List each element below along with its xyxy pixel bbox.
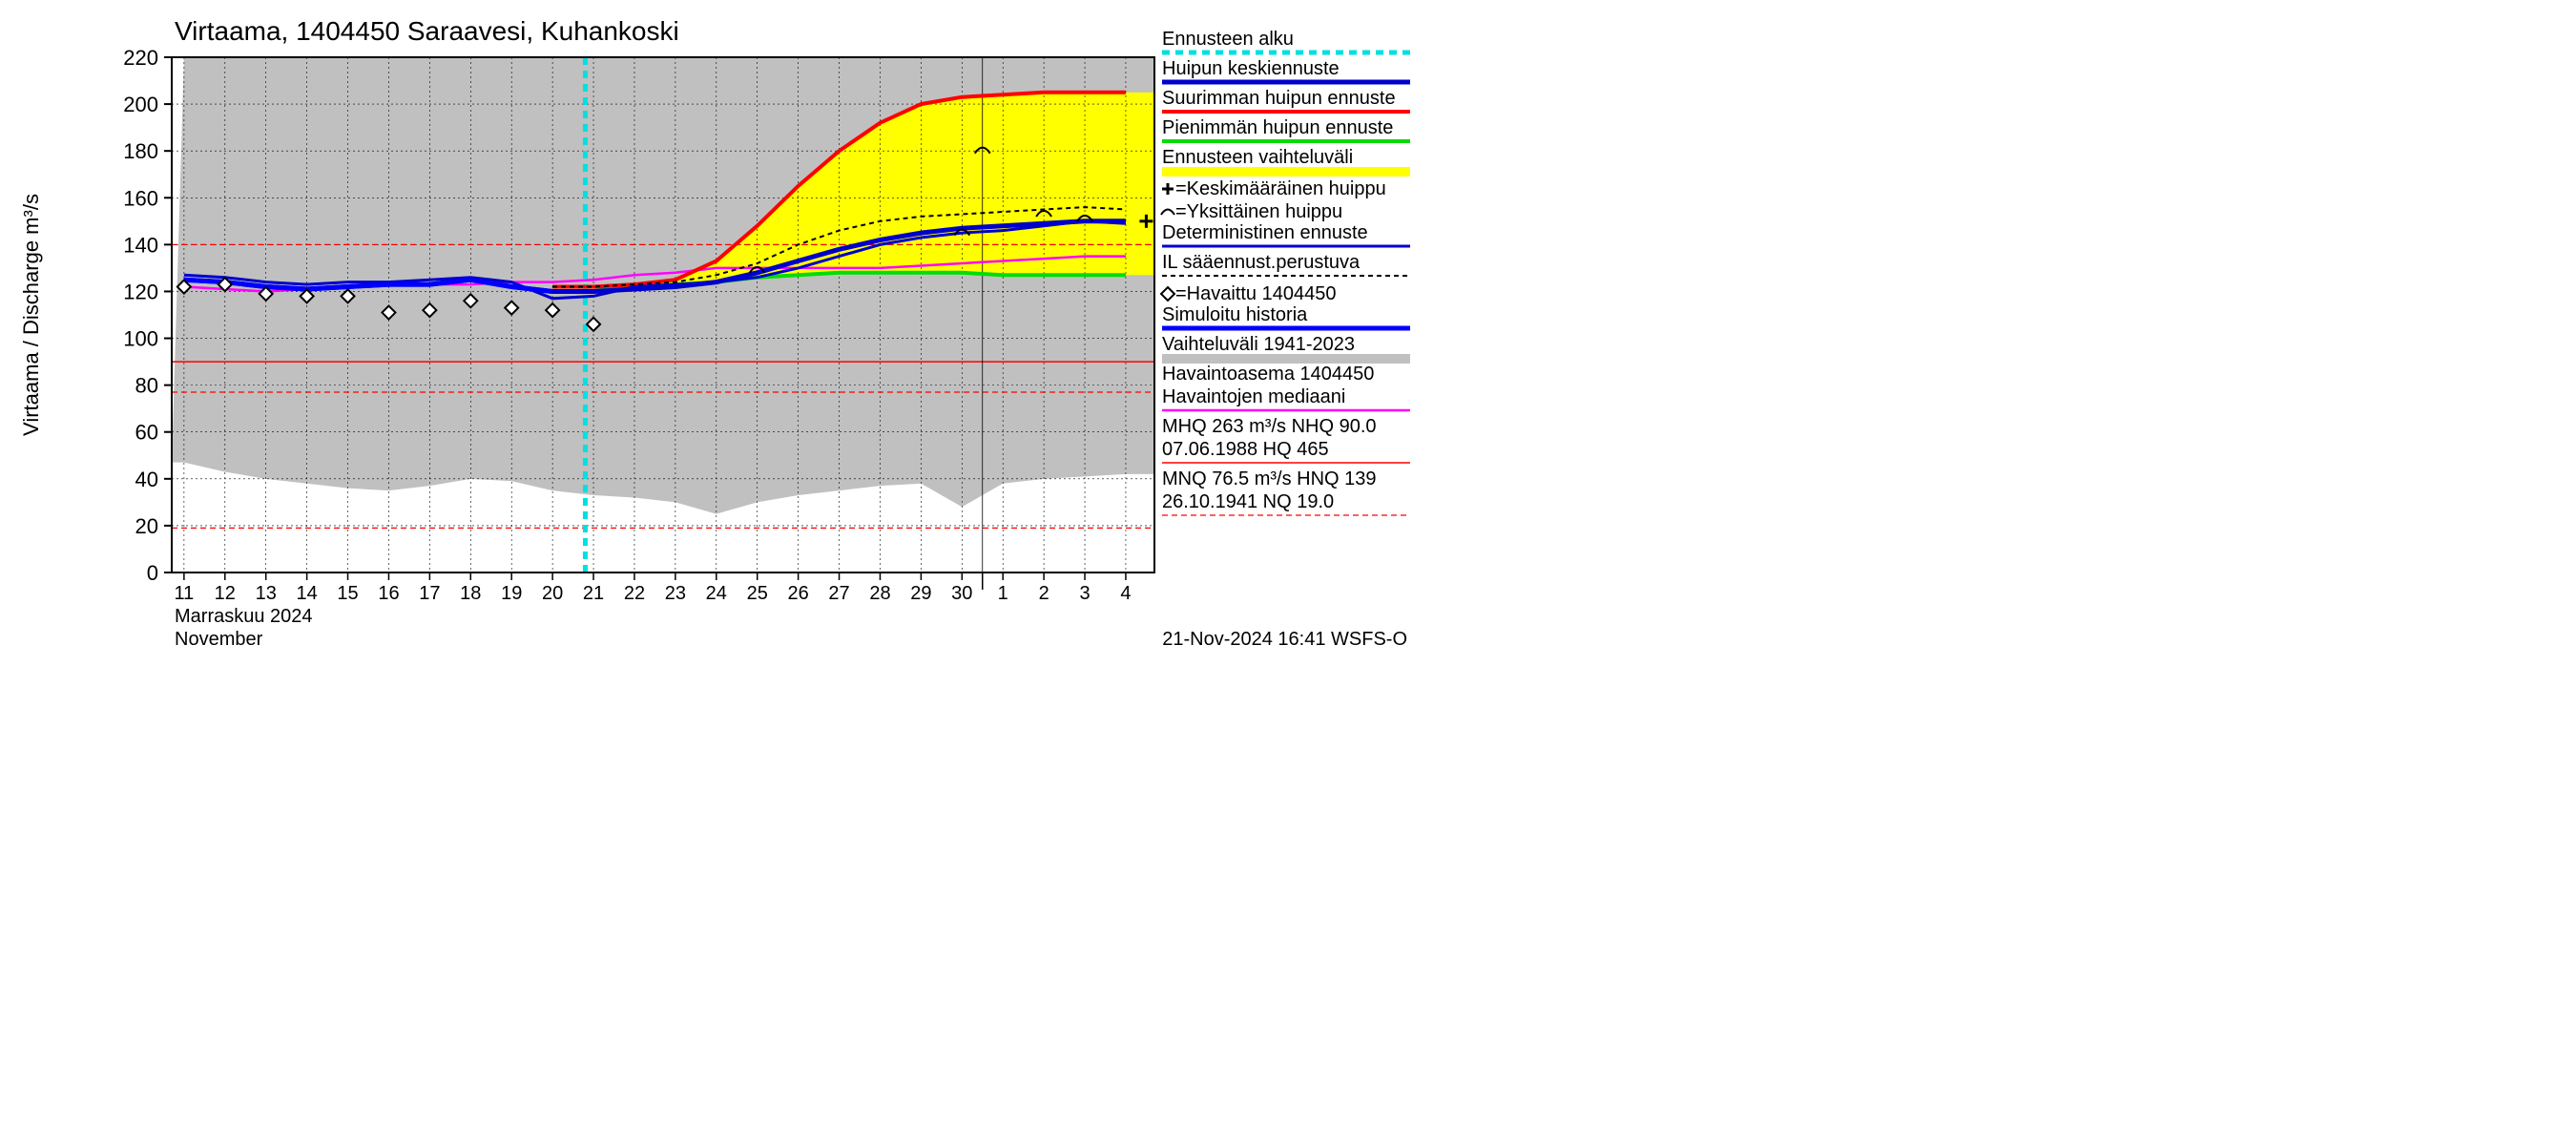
x-tick-label: 27	[828, 583, 849, 604]
x-tick-label: 1	[998, 583, 1008, 604]
legend-label-il_saa: IL sääennust.perustuva	[1162, 252, 1361, 273]
legend-label-havaintoasema: Havaintoasema 1404450	[1162, 364, 1374, 385]
legend-label-ennusteen_alku: Ennusteen alku	[1162, 29, 1294, 50]
y-tick-label: 140	[123, 233, 158, 257]
legend-sample-yksittainen_huippu	[1161, 210, 1174, 216]
y-tick-label: 100	[123, 327, 158, 351]
x-tick-label: 21	[583, 583, 604, 604]
chart-title: Virtaama, 1404450 Saraavesi, Kuhankoski	[175, 16, 679, 46]
timestamp-label: 21-Nov-2024 16:41 WSFS-O	[1162, 629, 1407, 650]
y-tick-label: 160	[123, 186, 158, 210]
legend-label-deterministinen: Deterministinen ennuste	[1162, 222, 1368, 243]
y-axis-label: Virtaama / Discharge m³/s	[19, 194, 43, 436]
legend-label-huipun_keski: Huipun keskiennuste	[1162, 58, 1340, 79]
legend-label-mnq1: MNQ 76.5 m³/s HNQ 139	[1162, 468, 1377, 489]
y-tick-label: 120	[123, 280, 158, 303]
legend-label-mediaani: Havaintojen mediaani	[1162, 386, 1345, 407]
legend-label-suurin_huippu: Suurimman huipun ennuste	[1162, 88, 1396, 109]
x-tick-label: 14	[297, 583, 318, 604]
y-tick-label: 180	[123, 139, 158, 163]
x-tick-label: 26	[788, 583, 809, 604]
legend-label-simuloitu: Simuloitu historia	[1162, 304, 1308, 325]
legend-label-mnq2: 26.10.1941 NQ 19.0	[1162, 491, 1334, 512]
x-tick-label: 24	[706, 583, 727, 604]
x-tick-label: 23	[665, 583, 686, 604]
x-tick-label: 20	[542, 583, 563, 604]
legend-label-pienin_huippu: Pienimmän huipun ennuste	[1162, 117, 1393, 138]
x-tick-label: 15	[337, 583, 358, 604]
x-tick-label: 22	[624, 583, 645, 604]
y-tick-label: 0	[147, 561, 158, 585]
x-tick-label: 12	[215, 583, 236, 604]
y-tick-label: 80	[135, 374, 158, 398]
legend-label-keskim_huippu: =Keskimääräinen huippu	[1175, 178, 1386, 199]
y-tick-label: 40	[135, 468, 158, 491]
x-tick-label: 28	[869, 583, 890, 604]
legend-label-vaihteluvali: Ennusteen vaihteluväli	[1162, 147, 1353, 168]
legend-label-mhq1: MHQ 263 m³/s NHQ 90.0	[1162, 416, 1377, 437]
y-tick-label: 20	[135, 514, 158, 538]
x-tick-label: 18	[460, 583, 481, 604]
x-tick-label: 30	[951, 583, 972, 604]
legend-sample-vaihteluvali	[1162, 167, 1410, 177]
legend-sample-vaihteluvali_hist	[1162, 354, 1410, 364]
discharge-chart: 0204060801001201401601802002201112131415…	[0, 0, 1431, 668]
y-tick-label: 60	[135, 421, 158, 445]
x-tick-label: 19	[501, 583, 522, 604]
chart-container: 0204060801001201401601802002201112131415…	[0, 0, 1431, 668]
y-tick-label: 220	[123, 46, 158, 70]
legend-sample-havaittu	[1161, 287, 1174, 301]
x-tick-label: 13	[256, 583, 277, 604]
x-tick-label: 3	[1079, 583, 1090, 604]
x-tick-label: 25	[747, 583, 768, 604]
legend-label-mhq2: 07.06.1988 HQ 465	[1162, 439, 1329, 460]
legend-label-vaihteluvali_hist: Vaihteluväli 1941-2023	[1162, 334, 1355, 355]
x-month-label-en: November	[175, 629, 263, 650]
legend-label-yksittainen_huippu: =Yksittäinen huippu	[1175, 201, 1342, 222]
x-month-label-fi: Marraskuu 2024	[175, 606, 313, 627]
x-tick-label: 16	[378, 583, 399, 604]
x-tick-label: 4	[1120, 583, 1131, 604]
x-tick-label: 2	[1039, 583, 1049, 604]
legend-label-havaittu: =Havaittu 1404450	[1175, 283, 1336, 304]
x-tick-label: 29	[910, 583, 931, 604]
x-tick-label: 17	[419, 583, 440, 604]
y-tick-label: 200	[123, 93, 158, 116]
x-tick-label: 11	[174, 583, 194, 604]
